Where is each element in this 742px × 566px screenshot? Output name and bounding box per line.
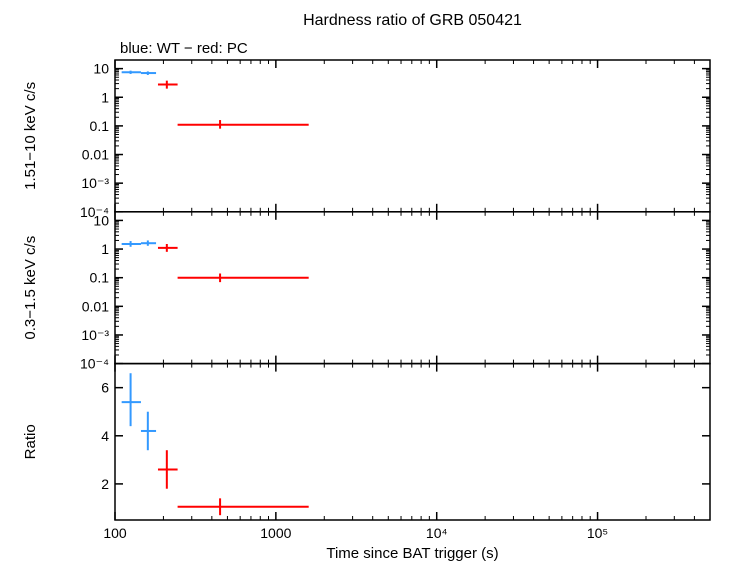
y-tick-label: 10 bbox=[93, 61, 109, 77]
y-tick-label: 6 bbox=[101, 380, 109, 396]
x-axis-label: Time since BAT trigger (s) bbox=[326, 545, 498, 562]
y-tick-label: 0.1 bbox=[90, 270, 110, 286]
y-tick-label: 1 bbox=[101, 241, 109, 257]
x-tick-label: 100 bbox=[103, 525, 127, 541]
y-tick-label: 10⁻³ bbox=[81, 327, 109, 343]
y-tick-label: 10⁻³ bbox=[81, 175, 109, 191]
x-tick-label: 1000 bbox=[260, 525, 291, 541]
y-axis-label: 0.3−1.5 keV c/s bbox=[22, 236, 39, 340]
y-tick-label: 0.01 bbox=[82, 298, 109, 314]
y-tick-label: 0.01 bbox=[82, 147, 109, 163]
y-tick-label: 4 bbox=[101, 428, 109, 444]
x-tick-label: 10⁵ bbox=[587, 525, 608, 541]
y-tick-label: 2 bbox=[101, 476, 109, 492]
panel-border bbox=[115, 212, 710, 364]
y-tick-label: 10⁻⁴ bbox=[80, 356, 109, 372]
x-tick-label: 10⁴ bbox=[426, 525, 448, 541]
y-tick-label: 10 bbox=[93, 212, 109, 228]
y-axis-label: 1.51−10 keV c/s bbox=[22, 82, 39, 190]
hardness-ratio-chart: Hardness ratio of GRB 050421 blue: WT − r… bbox=[0, 0, 742, 566]
chart-subtitle: blue: WT − red: PC bbox=[120, 40, 248, 57]
y-tick-label: 1 bbox=[101, 89, 109, 105]
panel-border bbox=[115, 60, 710, 212]
y-tick-label: 0.1 bbox=[90, 118, 110, 134]
chart-title: Hardness ratio of GRB 050421 bbox=[303, 12, 522, 29]
panel-border bbox=[115, 364, 710, 520]
y-axis-label: Ratio bbox=[22, 424, 39, 459]
